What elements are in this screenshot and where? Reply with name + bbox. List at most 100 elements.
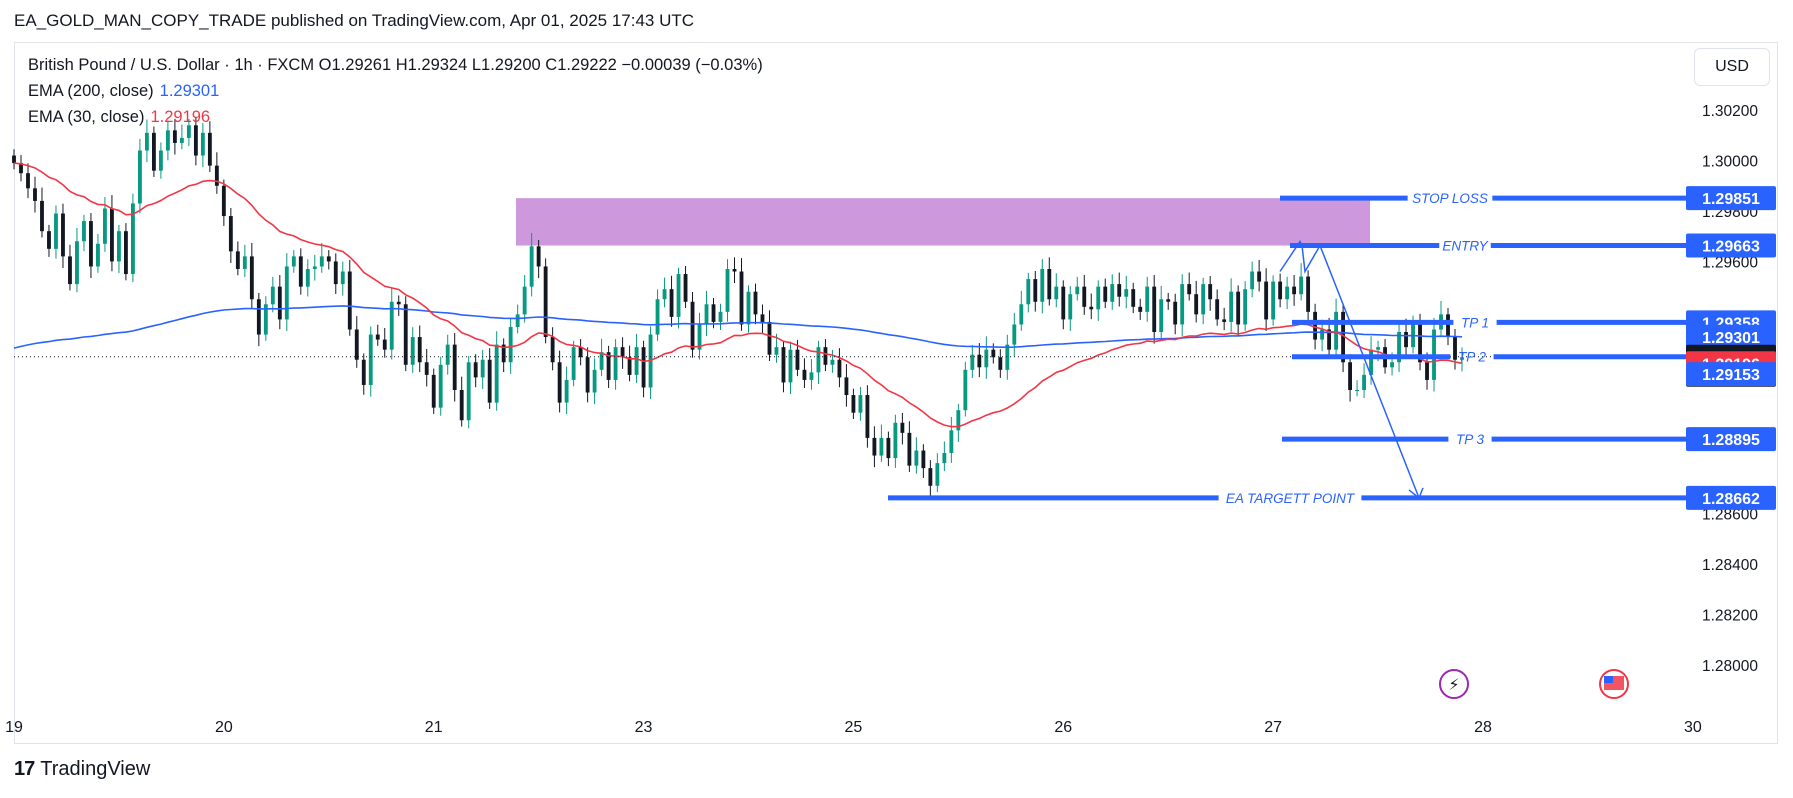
price-tag[interactable]	[1686, 233, 1776, 258]
candle-body[interactable]	[1075, 286, 1080, 295]
candle-body[interactable]	[914, 450, 919, 466]
candle-body[interactable]	[319, 256, 324, 267]
lightning-event-icon[interactable]	[1439, 669, 1469, 699]
candle-body[interactable]	[228, 216, 233, 252]
tradingview-logo[interactable]: 17 TradingView	[14, 758, 150, 781]
candle-body[interactable]	[214, 165, 219, 186]
candle-body[interactable]	[1362, 374, 1366, 390]
projection-path[interactable]	[1279, 240, 1420, 499]
candle-body[interactable]	[900, 422, 905, 433]
candle-body[interactable]	[1138, 306, 1143, 312]
candle-body[interactable]	[753, 291, 758, 315]
candle-body[interactable]	[200, 132, 205, 156]
candle-body[interactable]	[669, 289, 674, 317]
candle-body[interactable]	[445, 344, 450, 365]
candle-body[interactable]	[613, 347, 618, 380]
candle-body[interactable]	[452, 344, 457, 390]
candle-body[interactable]	[739, 271, 744, 325]
candle-body[interactable]	[627, 357, 632, 375]
candle-body[interactable]	[1313, 311, 1318, 340]
candle-body[interactable]	[1348, 362, 1353, 390]
candle-body[interactable]	[1124, 289, 1129, 297]
candle-body[interactable]	[361, 359, 366, 385]
candle-body[interactable]	[340, 271, 345, 285]
candle-body[interactable]	[221, 185, 226, 217]
candle-body[interactable]	[33, 188, 37, 201]
candle-body[interactable]	[375, 334, 380, 340]
candle-body[interactable]	[1222, 319, 1227, 322]
candle-body[interactable]	[1404, 332, 1408, 348]
candle-body[interactable]	[942, 453, 947, 464]
candle-body[interactable]	[711, 304, 716, 322]
candle-body[interactable]	[1047, 268, 1052, 300]
candle-body[interactable]	[1040, 268, 1045, 302]
candle-body[interactable]	[725, 268, 730, 312]
candle-body[interactable]	[949, 430, 954, 454]
candle-body[interactable]	[1327, 329, 1332, 350]
candle-body[interactable]	[690, 301, 695, 350]
candle-body[interactable]	[1306, 276, 1311, 312]
candle-body[interactable]	[676, 274, 681, 317]
candle-body[interactable]	[1250, 271, 1255, 290]
candle-body[interactable]	[1418, 321, 1422, 363]
candle-body[interactable]	[263, 304, 268, 335]
candle-body[interactable]	[130, 203, 135, 275]
candle-body[interactable]	[1243, 289, 1248, 325]
candle-body[interactable]	[1271, 281, 1276, 320]
candle-body[interactable]	[1159, 299, 1164, 333]
candle-body[interactable]	[424, 362, 429, 375]
candle-body[interactable]	[242, 256, 247, 269]
candle-body[interactable]	[438, 364, 443, 408]
candle-body[interactable]	[1152, 286, 1157, 333]
candle-body[interactable]	[1019, 304, 1024, 325]
candle-body[interactable]	[12, 155, 16, 164]
candle-body[interactable]	[1082, 286, 1087, 307]
candle-body[interactable]	[326, 256, 331, 262]
candle-body[interactable]	[606, 352, 611, 380]
candle-body[interactable]	[312, 266, 317, 269]
candle-body[interactable]	[270, 286, 275, 305]
candle-body[interactable]	[1208, 284, 1213, 300]
candle-body[interactable]	[410, 337, 415, 365]
candle-body[interactable]	[110, 208, 114, 262]
ema200-line[interactable]	[13, 305, 1463, 349]
candle-body[interactable]	[858, 395, 863, 413]
candle-body[interactable]	[662, 289, 667, 300]
candle-body[interactable]	[1411, 321, 1415, 348]
candle-body[interactable]	[1320, 329, 1325, 340]
ema30-line[interactable]	[13, 162, 1463, 428]
candle-body[interactable]	[515, 314, 520, 327]
candle-body[interactable]	[592, 369, 597, 393]
candle-body[interactable]	[991, 349, 996, 358]
candle-body[interactable]	[207, 132, 212, 166]
candle-body[interactable]	[144, 132, 149, 151]
candle-body[interactable]	[585, 357, 590, 393]
candle-body[interactable]	[1166, 299, 1171, 302]
candle-body[interactable]	[193, 125, 198, 156]
candle-body[interactable]	[431, 374, 436, 408]
candle-body[interactable]	[802, 369, 807, 380]
candle-body[interactable]	[158, 150, 163, 171]
candle-body[interactable]	[89, 221, 93, 267]
candle-body[interactable]	[795, 349, 800, 370]
candle-body[interactable]	[1355, 390, 1359, 391]
candle-body[interactable]	[935, 463, 940, 486]
candle-body[interactable]	[40, 200, 44, 232]
candle-body[interactable]	[907, 432, 912, 466]
price-tag[interactable]	[1686, 324, 1776, 349]
candle-body[interactable]	[47, 231, 51, 249]
candle-body[interactable]	[501, 344, 506, 363]
candle-body[interactable]	[1292, 286, 1297, 295]
candle-body[interactable]	[1005, 344, 1010, 370]
candle-body[interactable]	[1033, 279, 1038, 302]
candle-body[interactable]	[865, 395, 870, 438]
currency-button[interactable]: USD	[1694, 48, 1770, 86]
candle-body[interactable]	[396, 301, 401, 305]
candle-body[interactable]	[760, 314, 765, 322]
candle-body[interactable]	[1425, 362, 1429, 380]
candle-body[interactable]	[830, 359, 835, 365]
candle-body[interactable]	[1068, 294, 1073, 320]
candle-body[interactable]	[1061, 286, 1066, 320]
candle-body[interactable]	[389, 301, 394, 350]
candle-body[interactable]	[54, 213, 58, 249]
